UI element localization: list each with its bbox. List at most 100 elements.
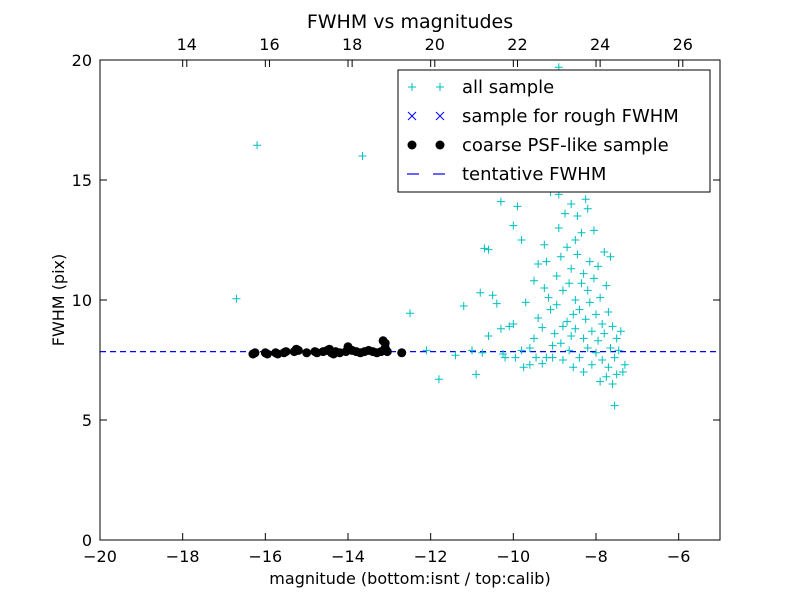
y-tick-label: 5 [82, 411, 92, 430]
all-sample-point [484, 332, 493, 340]
all-sample-point [610, 353, 619, 362]
legend-item-tentative-fwhm-label: tentative FWHM [462, 164, 606, 185]
y-tick-label: 10 [72, 291, 92, 310]
all-sample-point [561, 209, 569, 218]
all-sample-point [585, 257, 594, 266]
all-sample-point [501, 353, 510, 362]
top-x-tick-label: 16 [259, 35, 279, 54]
all-sample-point [608, 380, 617, 388]
coarse-psf-point [302, 348, 312, 358]
all-sample-point [517, 236, 526, 244]
x-tick-label: −14 [331, 547, 365, 566]
all-sample-point [538, 359, 547, 368]
coarse-psf-point [397, 348, 407, 358]
all-sample-point [552, 300, 561, 309]
plot-frame [99, 59, 721, 541]
all-sample-point [484, 245, 493, 254]
all-sample-point [459, 302, 468, 310]
all-sample-point [579, 269, 588, 278]
x-tick-label: −18 [166, 547, 200, 566]
all-sample-point [532, 353, 541, 362]
all-sample-point [563, 317, 572, 326]
all-sample-point [618, 368, 627, 376]
y-tick-label: 0 [82, 531, 92, 550]
top-x-tick-label: 22 [507, 35, 527, 54]
all-sample-point [585, 298, 594, 307]
all-sample-point [513, 202, 522, 211]
all-sample-point [592, 348, 600, 357]
all-sample-point [567, 332, 576, 340]
legend-item-all-sample-label: all sample [462, 77, 554, 98]
all-sample-point [606, 252, 615, 261]
all-sample-point [505, 322, 514, 331]
all-sample-point [488, 291, 497, 300]
top-x-tick-label: 24 [590, 35, 610, 54]
legend-marker [408, 83, 416, 91]
all-sample-point [540, 284, 549, 292]
all-sample-point [569, 363, 578, 372]
all-sample-point [530, 334, 538, 343]
all-sample-point [534, 260, 543, 268]
all-sample-point [600, 329, 609, 338]
all-sample-point [499, 350, 507, 358]
all-sample-point [434, 375, 443, 384]
legend-marker [436, 83, 444, 91]
all-sample-point [581, 195, 590, 204]
all-sample-point [610, 401, 619, 410]
all-sample-point [575, 353, 584, 362]
all-sample-point [548, 341, 557, 350]
all-sample-point [558, 322, 567, 331]
all-sample-point [604, 308, 613, 316]
all-sample-point [577, 279, 586, 288]
all-sample-point [571, 324, 580, 333]
all-sample-point [358, 152, 367, 160]
all-sample-point [253, 141, 262, 150]
all-sample-point [600, 248, 609, 256]
x-tick-label: −8 [584, 547, 608, 566]
all-sample-point [492, 299, 501, 308]
all-sample-point [558, 356, 567, 364]
legend-item-rough-fwhm-label: sample for rough FWHM [462, 106, 679, 127]
all-sample-point [583, 286, 592, 295]
all-sample-point [581, 315, 590, 324]
all-sample-point [573, 250, 582, 259]
all-sample-point [496, 197, 505, 206]
all-sample-point [565, 346, 574, 355]
x-axis-label: magnitude (bottom:isnt / top:calib) [269, 569, 550, 588]
all-sample-point [552, 272, 561, 280]
all-sample-point [517, 346, 526, 355]
all-sample-point [583, 204, 592, 213]
all-sample-point [567, 200, 576, 208]
all-sample-point [554, 224, 563, 232]
all-sample-point [472, 370, 481, 379]
all-sample-point [573, 212, 582, 220]
all-sample-point [519, 363, 528, 372]
all-sample-point [511, 353, 520, 362]
coarse-psf-point [281, 347, 291, 357]
all-sample-point [583, 344, 592, 352]
all-sample-point [476, 288, 485, 297]
all-sample-point [550, 329, 559, 338]
all-sample-point [596, 293, 605, 302]
legend-box [397, 69, 711, 193]
all-sample-point [594, 262, 603, 271]
y-axis-label: FWHM (pix) [49, 254, 68, 347]
all-sample-point [598, 356, 607, 364]
all-sample-point [598, 320, 607, 328]
all-sample-point [604, 363, 613, 372]
all-sample-point [525, 360, 534, 369]
all-sample-point [575, 305, 584, 314]
x-tick-label: −10 [496, 547, 530, 566]
all-sample-point [592, 310, 600, 319]
axes: −20 −18 −16 −14 −12 −10 −8 −6 14 16 18 20 22 24 26 0 5 10… [72, 35, 720, 566]
all-sample-point [587, 360, 596, 369]
all-sample-point [540, 240, 549, 249]
all-sample-point [620, 360, 629, 369]
y-tick-label: 15 [72, 171, 92, 190]
all-sample-point [577, 228, 586, 237]
all-sample-point [232, 294, 241, 303]
all-sample-point [587, 327, 596, 336]
all-sample-point [556, 252, 565, 261]
coarse-psf-point [250, 348, 260, 358]
